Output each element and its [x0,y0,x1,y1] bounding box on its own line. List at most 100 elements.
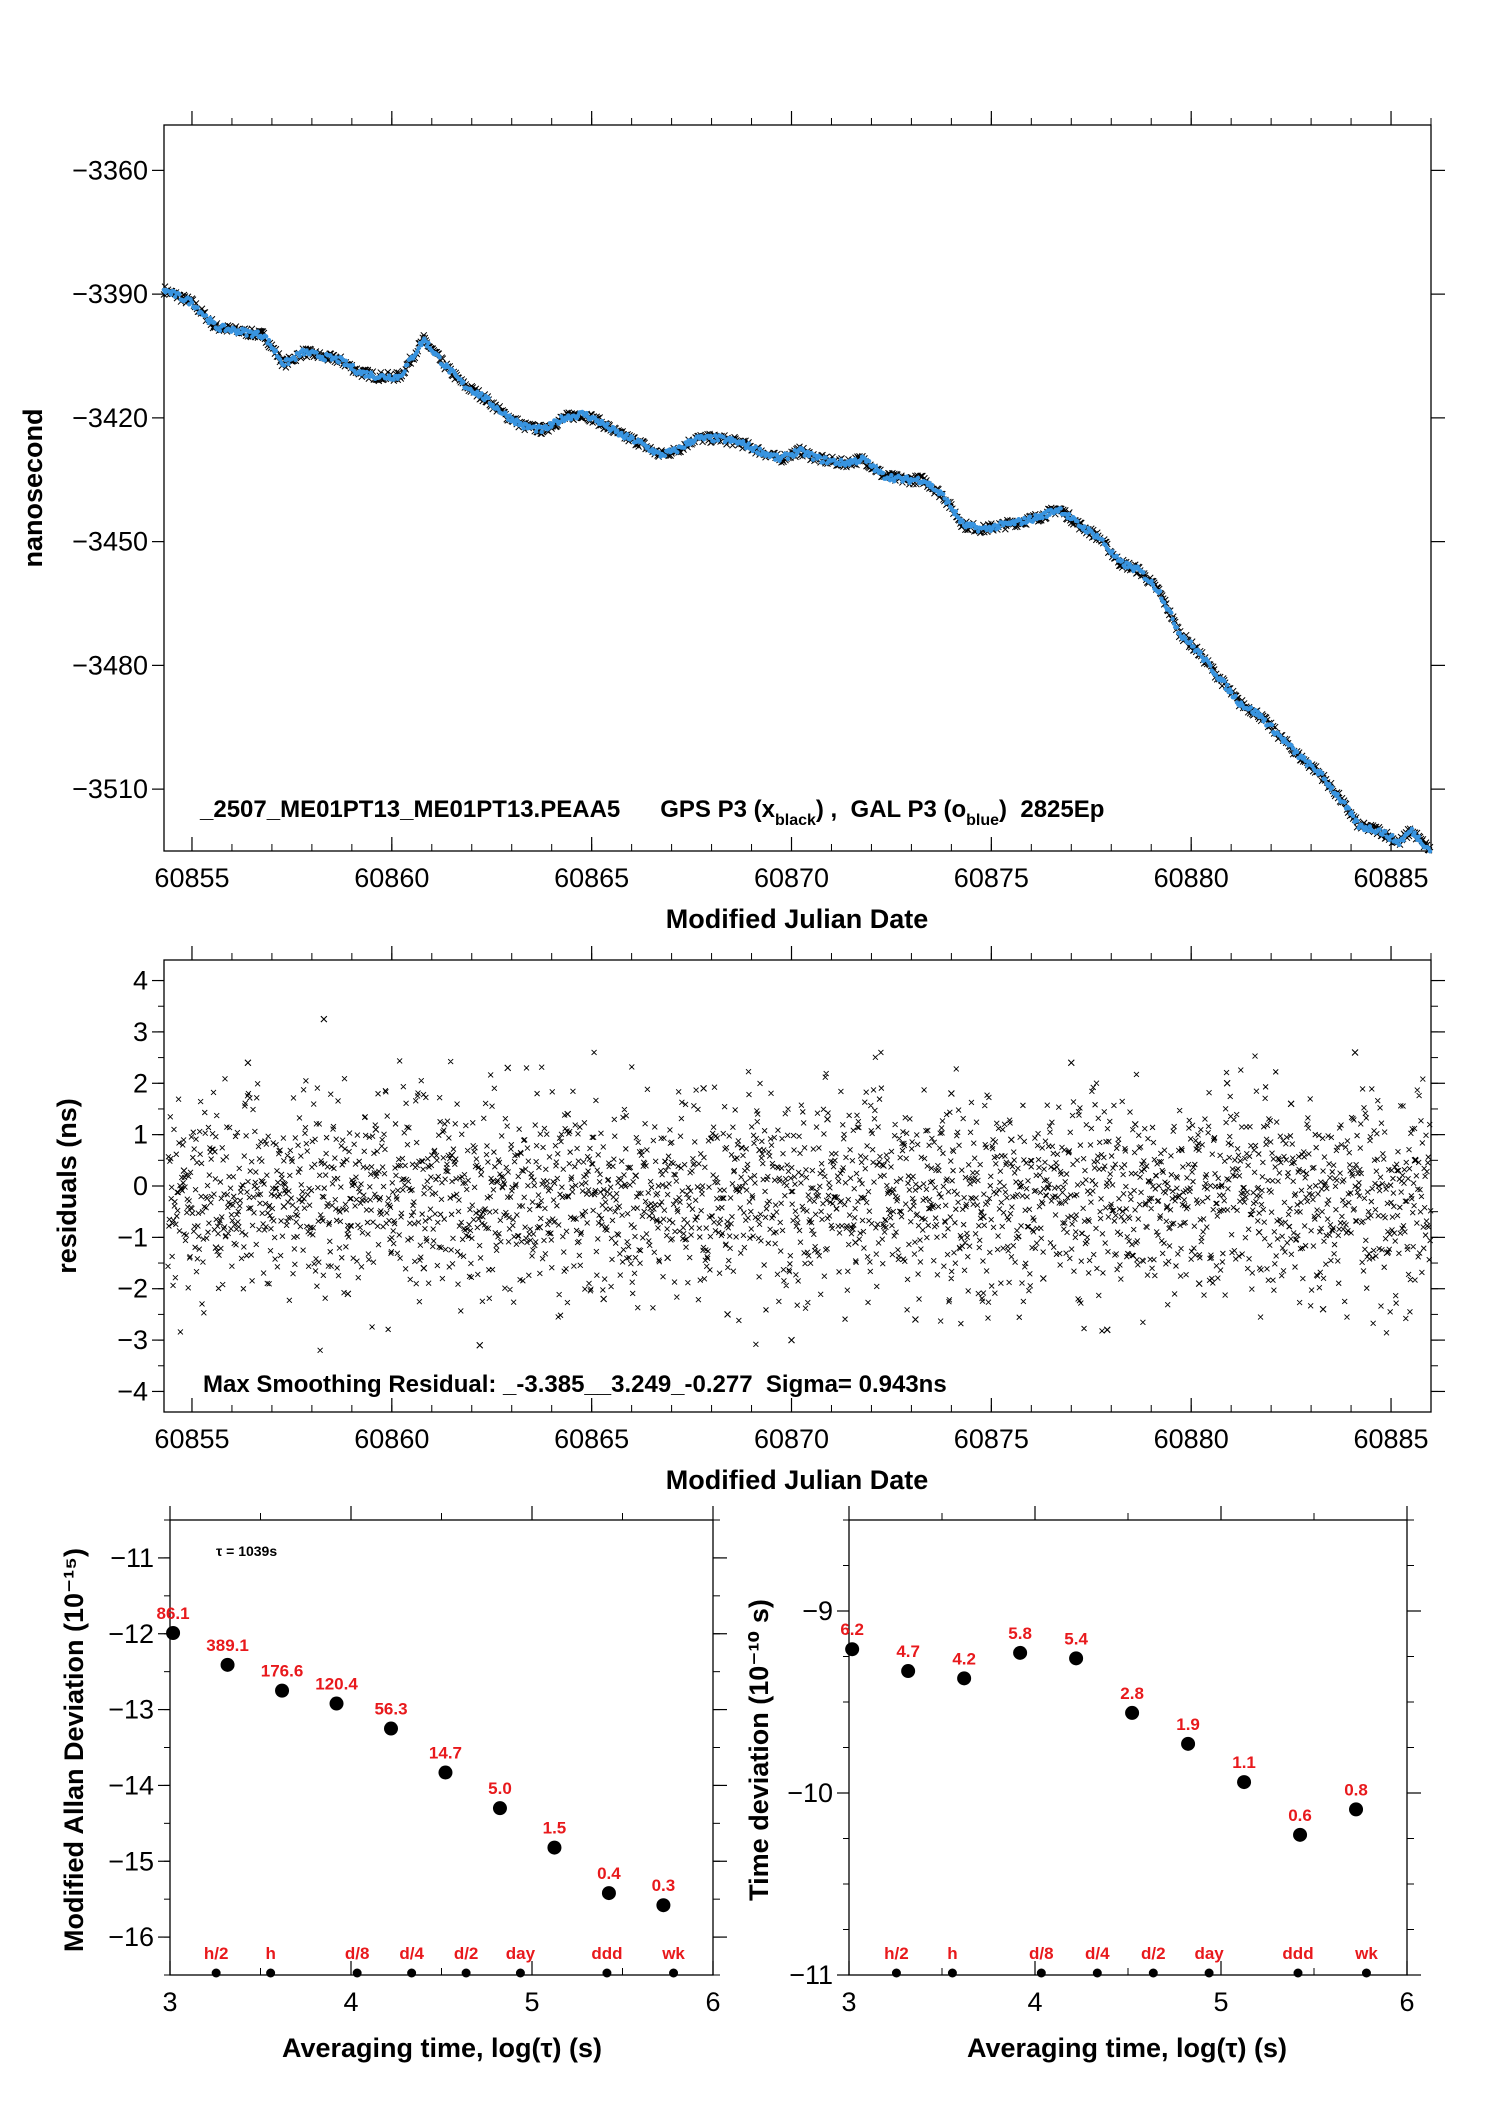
residuals-y-tick-label: −2 [117,1274,148,1304]
gal-series-point [314,350,319,355]
tdev-point [1293,1827,1308,1842]
gal-series-point [1401,838,1406,843]
gal-series-point [1171,621,1177,626]
gal-series-point [1162,600,1167,605]
residual-point [536,1223,544,1231]
gal-series-point [892,478,897,484]
residual-point [1255,1228,1263,1236]
mdev-x-axis-title: Averaging time, log(τ) (s) [282,2033,602,2063]
gal-series-point [1383,829,1388,834]
mdev-interval-marker [515,1968,525,1978]
gal-series-point [1377,827,1382,832]
tdev-x-tick-label: 5 [1213,1987,1228,2017]
gal-series-point [512,421,518,427]
residual-point [1287,1100,1295,1108]
residuals-y-tick-label: 4 [133,966,148,996]
offset-y-tick-label: −3420 [72,403,148,433]
offset-x-tick-label: 60880 [1154,863,1229,893]
gal-series-point [1335,791,1340,797]
gal-series-point [217,328,223,333]
gal-series-point [1294,749,1300,755]
offset-y-tick-label: −3450 [72,527,148,557]
residual-point [344,1290,352,1298]
gal-series-point [490,402,495,408]
residual-point [979,1213,987,1221]
residual-point [212,1244,220,1252]
gal-series-point [711,439,716,444]
mdev-value-label: 56.3 [374,1700,407,1719]
gal-series-point [682,445,687,450]
residual-marks [165,1049,1434,1354]
gal-series-point [168,292,174,297]
tdev-y-tick-label: −9 [802,1596,833,1626]
residual-point [600,1295,608,1303]
residuals-x-tick-label: 60880 [1154,1424,1229,1454]
gal-series-point [1066,512,1072,517]
gal-series-point [297,353,302,359]
gal-series-point [1149,578,1154,584]
gal-series-point [996,525,1002,530]
tdev-interval-label: h/2 [884,1944,909,1963]
gal-series-point [595,418,600,423]
gal-series-point [1301,755,1307,760]
residual-point [504,1064,512,1072]
gal-series-point [746,441,751,446]
gal-series-point [1141,570,1146,575]
mdev-y-tick-label: −12 [108,1619,154,1649]
residual-point [180,1167,188,1174]
gal-series-point [1255,709,1261,715]
residuals-y-tick-label: 3 [133,1017,148,1047]
gal-series-point [1390,833,1395,838]
tdev-value-label: 4.2 [952,1649,976,1668]
mdev-point [275,1683,290,1698]
gal-series-point [675,450,680,455]
tdev-interval-marker [947,1968,957,1978]
gal-series-point [1269,722,1275,728]
residuals-x-tick-label: 60875 [954,1424,1029,1454]
gal-series-point [946,500,951,505]
tdev-value-label: 1.1 [1232,1753,1256,1772]
tdev-interval-marker [1148,1968,1158,1978]
gal-series-point [1017,517,1023,523]
mdev-x-tick-label: 5 [524,1987,539,2017]
tdev-interval-label: h [947,1944,957,1963]
gal-series-point [584,410,589,416]
residual-point [1007,1136,1015,1144]
mdev-point [547,1840,562,1855]
residual-point [476,1341,484,1349]
mdev-x-tick-label: 4 [343,1987,358,2017]
residual-point [724,1311,731,1318]
mdev-ticks: 3 4 5 6 −11 −12 −13 −14 −15 −16 [108,1506,727,2017]
gal-series-point [301,352,307,357]
gal-series-point [402,369,407,374]
residuals-data [165,1015,1434,1354]
mdev-panel: 3 4 5 6 −11 −12 −13 −14 −15 −16 86.1 389.1 176.6 120… [59,1506,727,2063]
residual-point [564,1110,572,1118]
tdev-interval-marker [1092,1968,1102,1978]
residuals-x-tick-label: 60855 [154,1424,229,1454]
gal-series-point [405,362,410,367]
residual-point [448,1151,456,1159]
tdev-point [1069,1651,1084,1666]
gal-series-point [486,395,491,401]
gal-series-point [1150,582,1156,588]
gal-series-point [1346,806,1352,811]
gal-series-point [1327,782,1332,787]
gal-series-point [866,458,872,464]
tdev-value-label: 0.6 [1288,1806,1312,1825]
gal-series-point [461,379,466,385]
gal-series-point [1047,512,1052,517]
tdev-panel: 3 4 5 6 −9 −10 −11 6.2 4.7 4.2 5.8 5.4 2.8 1.9 1.1 0.6… [744,1506,1421,2063]
gal-series-point [263,334,269,339]
mdev-interval-label: ddd [591,1944,622,1963]
gal-series-point [1208,663,1213,669]
mdev-value-label: 176.6 [261,1662,304,1681]
residual-point [700,1085,707,1092]
gal-series-point [221,323,227,328]
mdev-data: 86.1 389.1 176.6 120.4 56.3 14.7 5.0 1.5 0.4 0.3 h… [157,1604,685,1978]
residuals-y-tick-label: −3 [117,1325,148,1355]
residual-point [1131,1120,1139,1128]
gal-series-point [873,464,879,469]
offset-panel: 60855 60860 60865 60870 60875 60880 60885 −3360… [18,111,1445,934]
